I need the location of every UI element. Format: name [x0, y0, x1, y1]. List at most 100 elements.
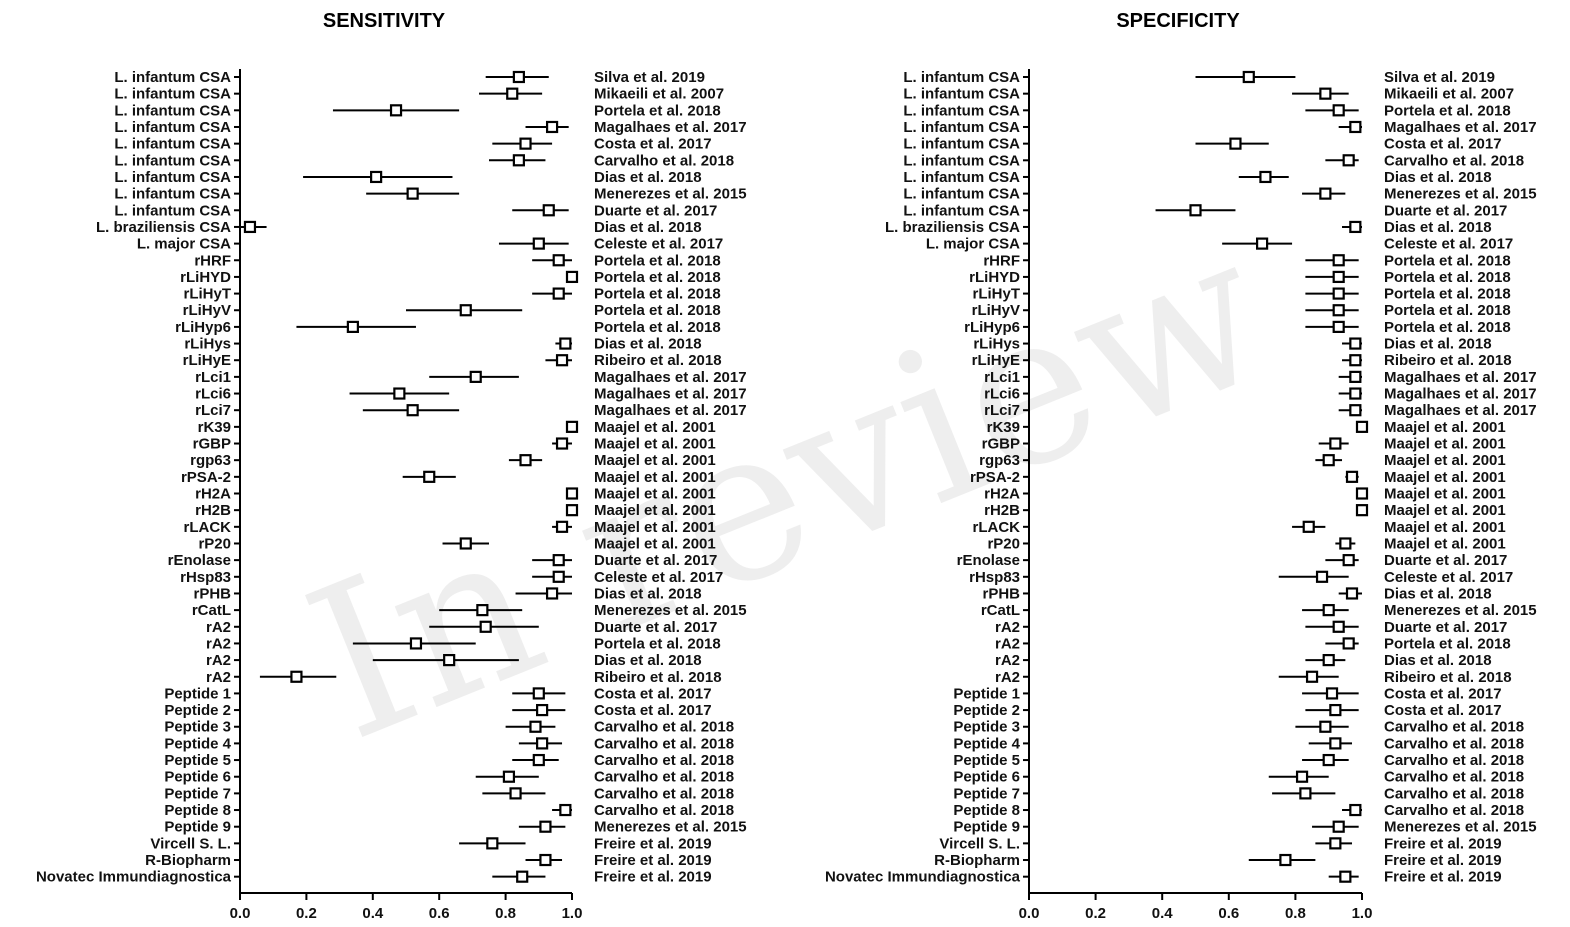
- sensitivity-row-label: rHsp83: [180, 569, 231, 586]
- sensitivity-row-label: L. infantum CSA: [114, 152, 231, 169]
- specificity-row-label: Peptide 7: [953, 785, 1020, 802]
- sensitivity-study-label: Silva et al. 2019: [594, 69, 705, 86]
- sensitivity-study-label: Duarte et al. 2017: [594, 202, 717, 219]
- specificity-point-estimate: [1329, 437, 1342, 450]
- specificity-point-estimate: [1349, 387, 1362, 400]
- specificity-study-label: Dias et al. 2018: [1384, 336, 1492, 353]
- sensitivity-study-label: Mikaeili et al. 2007: [594, 86, 724, 103]
- specificity-point-estimate: [1299, 787, 1312, 800]
- sensitivity-point-estimate: [552, 570, 565, 583]
- specificity-x-tick-label: 0.6: [1218, 905, 1239, 922]
- specificity-row-label: rLiHyE: [972, 352, 1020, 369]
- sensitivity-study-label: Portela et al. 2018: [594, 635, 721, 652]
- specificity-point-estimate: [1329, 737, 1342, 750]
- specificity-point-estimate: [1339, 870, 1352, 883]
- sensitivity-point-estimate: [555, 437, 569, 450]
- specificity-row-label: rLci7: [984, 402, 1020, 419]
- specificity-row-label: Novatec Immundiagnostica: [825, 869, 1021, 886]
- specificity-point-estimate: [1332, 620, 1345, 633]
- sensitivity-point-estimate: [486, 837, 499, 850]
- specificity-study-label: Maajel et al. 2001: [1384, 486, 1506, 503]
- specificity-row-label: L. infantum CSA: [903, 152, 1020, 169]
- specificity-point-estimate: [1322, 653, 1335, 667]
- specificity-row-label: L. major CSA: [926, 236, 1020, 253]
- specificity-point-estimate: [1322, 454, 1335, 467]
- sensitivity-point-estimate: [539, 820, 552, 833]
- specificity-study-label: Celeste et al. 2017: [1384, 236, 1513, 253]
- sensitivity-row-label: rLiHyE: [183, 352, 231, 369]
- specificity-point-estimate: [1349, 220, 1362, 234]
- specificity-point-estimate: [1349, 354, 1362, 367]
- sensitivity-study-label: Portela et al. 2018: [594, 102, 721, 119]
- sensitivity-row-label: rLci7: [195, 402, 231, 419]
- specificity-study-label: Menerezes et al. 2015: [1384, 602, 1537, 619]
- specificity-point-estimate: [1345, 587, 1359, 600]
- specificity-point-estimate: [1329, 703, 1342, 717]
- sensitivity-row-label: L. infantum CSA: [114, 186, 231, 203]
- specificity-x-tick-label: 0.8: [1285, 905, 1306, 922]
- sensitivity-study-label: Maajel et al. 2001: [594, 469, 716, 486]
- sensitivity-point-estimate: [555, 520, 569, 533]
- specificity-study-label: Maajel et al. 2001: [1384, 436, 1506, 453]
- sensitivity-point-estimate: [506, 87, 519, 100]
- specificity-row-label: L. infantum CSA: [903, 119, 1020, 136]
- sensitivity-point-estimate: [502, 770, 516, 783]
- sensitivity-row-label: rLci6: [195, 386, 231, 403]
- sensitivity-point-estimate: [565, 504, 579, 517]
- specificity-study-label: Dias et al. 2018: [1384, 652, 1492, 669]
- watermark-text: In review: [279, 186, 1297, 788]
- specificity-row-label: rLci6: [984, 386, 1020, 403]
- sensitivity-point-estimate: [529, 720, 542, 733]
- sensitivity-point-estimate: [519, 454, 532, 467]
- specificity-row-label: rLACK: [973, 519, 1021, 536]
- specificity-study-label: Mikaeili et al. 2007: [1384, 86, 1514, 103]
- sensitivity-point-estimate: [559, 803, 572, 817]
- specificity-row-label: rA2: [995, 619, 1020, 636]
- specificity-study-label: Maajel et al. 2001: [1384, 469, 1506, 486]
- specificity-point-estimate: [1332, 104, 1345, 117]
- specificity-study-label: Silva et al. 2019: [1384, 69, 1495, 86]
- sensitivity-study-label: Ribeiro et al. 2018: [594, 669, 722, 686]
- sensitivity-study-label: Maajel et al. 2001: [594, 486, 716, 503]
- specificity-title: SPECIFICITY: [1116, 10, 1240, 32]
- specificity-row-label: Peptide 1: [953, 685, 1020, 702]
- specificity-point-estimate: [1279, 853, 1292, 867]
- specificity-row-label: Peptide 6: [953, 769, 1020, 786]
- sensitivity-point-estimate: [389, 104, 403, 117]
- sensitivity-study-label: Costa et al. 2017: [594, 136, 712, 153]
- sensitivity-study-label: Portela et al. 2018: [594, 252, 721, 269]
- sensitivity-row-label: Peptide 9: [164, 819, 231, 836]
- sensitivity-point-estimate: [565, 270, 579, 284]
- specificity-study-label: Freire et al. 2019: [1384, 869, 1502, 886]
- sensitivity-study-label: Dias et al. 2018: [594, 336, 702, 353]
- specificity-point-estimate: [1329, 837, 1342, 850]
- sensitivity-row-label: rLiHyp6: [175, 319, 231, 336]
- specificity-point-estimate: [1349, 803, 1362, 817]
- specificity-study-label: Maajel et al. 2001: [1384, 519, 1506, 536]
- sensitivity-point-estimate: [406, 187, 419, 200]
- specificity-row-label: rLiHyV: [972, 302, 1020, 319]
- sensitivity-x-tick-label: 0.2: [296, 905, 317, 922]
- specificity-point-estimate: [1322, 604, 1335, 617]
- specificity-study-label: Portela et al. 2018: [1384, 319, 1511, 336]
- sensitivity-row-label: L. infantum CSA: [114, 169, 231, 186]
- sensitivity-point-estimate: [536, 737, 549, 750]
- specificity-study-label: Duarte et al. 2017: [1384, 202, 1507, 219]
- sensitivity-row-label: L. infantum CSA: [114, 102, 231, 119]
- specificity-point-estimate: [1229, 137, 1242, 150]
- specificity-row-label: Peptide 2: [953, 702, 1020, 719]
- specificity-row-label: Peptide 4: [953, 735, 1020, 752]
- specificity-row-label: rEnolase: [957, 552, 1020, 569]
- specificity-point-estimate: [1342, 554, 1355, 567]
- sensitivity-study-label: Duarte et al. 2017: [594, 552, 717, 569]
- sensitivity-row-label: Peptide 2: [164, 702, 231, 719]
- sensitivity-study-label: Dias et al. 2018: [594, 219, 702, 236]
- specificity-x-tick-label: 0.0: [1019, 905, 1040, 922]
- specificity-point-estimate: [1319, 87, 1332, 100]
- specificity-study-label: Carvalho et al. 2018: [1384, 152, 1524, 169]
- specificity-study-label: Carvalho et al. 2018: [1384, 719, 1524, 736]
- sensitivity-point-estimate: [476, 604, 489, 617]
- specificity-point-estimate: [1332, 820, 1345, 833]
- specificity-row-label: rH2B: [984, 502, 1020, 519]
- sensitivity-row-label: L. major CSA: [137, 236, 231, 253]
